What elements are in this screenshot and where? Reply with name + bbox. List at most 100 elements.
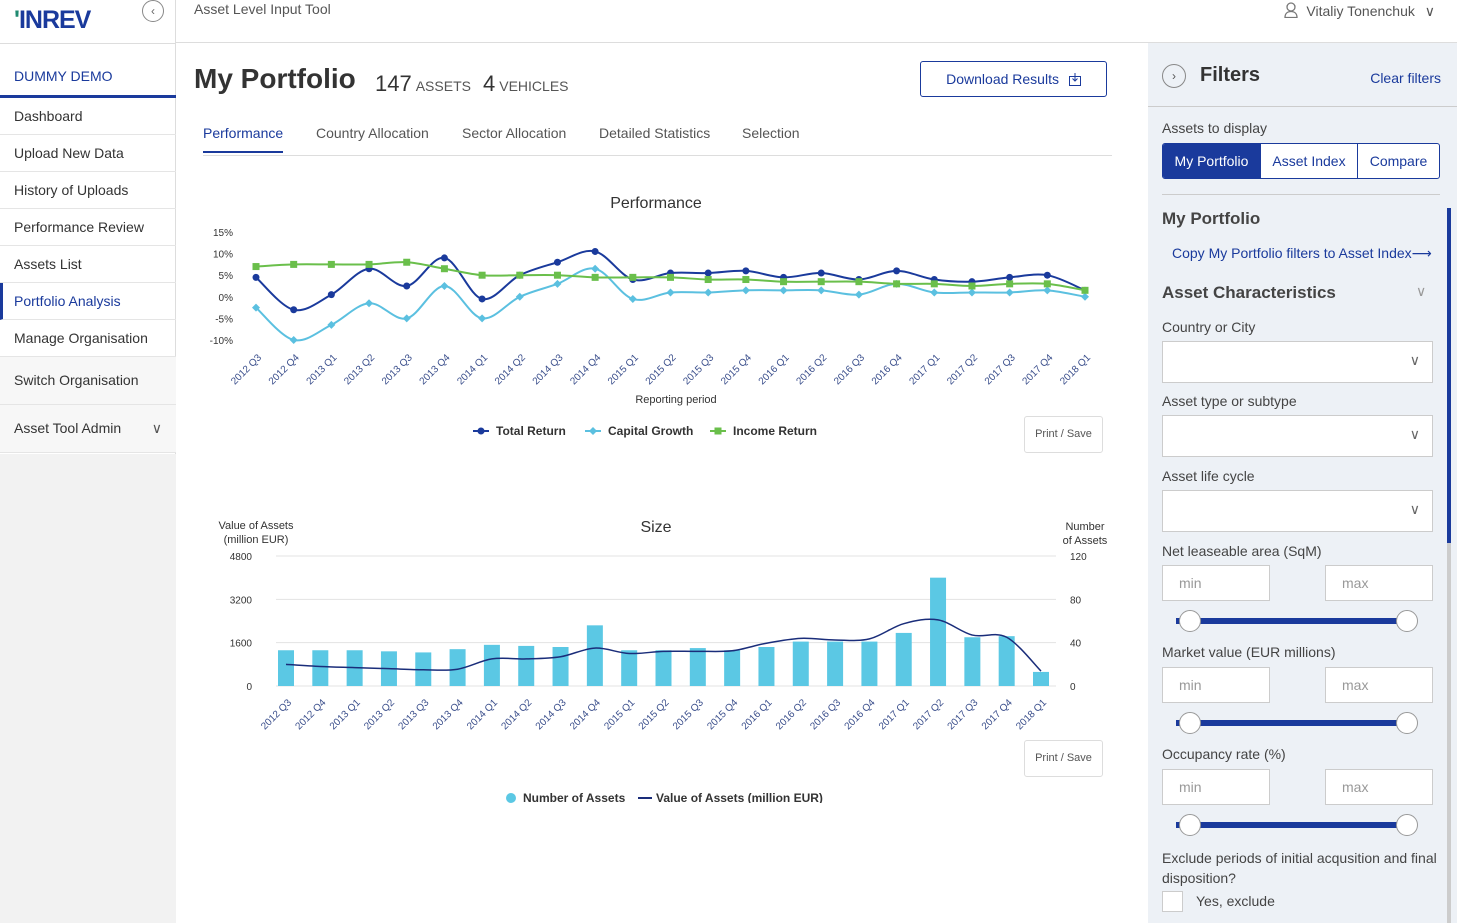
total-return-point: [1006, 273, 1014, 281]
exclude-checkbox-label[interactable]: Yes, exclude: [1196, 893, 1275, 909]
market-value-slider-min-handle[interactable]: [1179, 712, 1201, 734]
country-select[interactable]: ∨: [1162, 341, 1433, 383]
nla-min-input[interactable]: min: [1162, 565, 1270, 601]
chevron-down-icon: ∨: [1409, 352, 1420, 368]
collapse-sidebar-button[interactable]: ‹: [142, 0, 164, 22]
number-of-assets-bar: [621, 650, 638, 686]
income-return-point: [704, 276, 712, 284]
sidebar-item-manage-organisation[interactable]: Manage Organisation: [0, 320, 176, 357]
total-return-point: [817, 269, 825, 277]
total-return-point: [403, 282, 411, 290]
assets-to-display-toggle: My Portfolio Asset Index Compare: [1162, 143, 1440, 179]
size-chart-title: Size: [640, 519, 672, 536]
assets-to-display-label: Assets to display: [1162, 120, 1268, 136]
nla-slider-max-handle[interactable]: [1396, 610, 1418, 632]
x-tick-label: 2013 Q2: [342, 352, 377, 387]
income-return-point: [1081, 286, 1089, 294]
capital-growth-point: [515, 292, 524, 301]
assets-count-value: 147: [375, 71, 412, 96]
x-tick-label: 2016 Q1: [740, 697, 775, 732]
number-of-assets-bar: [758, 647, 775, 686]
tab-sector-allocation[interactable]: Sector Allocation: [462, 125, 567, 141]
filters-title: Filters: [1200, 64, 1261, 86]
sidebar-item-performance-review[interactable]: Performance Review: [0, 209, 176, 246]
main-content: My Portfolio 147 ASSETS 4 VEHICLES Downloa…: [176, 43, 1148, 923]
number-of-assets-bar: [552, 647, 569, 686]
tab-selection[interactable]: Selection: [742, 125, 800, 141]
market-value-max-input[interactable]: max: [1325, 667, 1433, 703]
assets-count: 147 ASSETS: [375, 71, 471, 97]
sidebar-item-portfolio-analysis[interactable]: Portfolio Analysis: [0, 283, 176, 320]
asset-characteristics-title[interactable]: Asset Characteristics: [1162, 283, 1336, 302]
user-menu[interactable]: Vitaliy Tonenchuk ∨: [1284, 2, 1435, 20]
sidebar-item-switch-organisation[interactable]: Switch Organisation: [0, 357, 176, 405]
x-tick-label: 2016 Q4: [843, 697, 878, 732]
number-of-assets-bar: [964, 637, 981, 686]
occupancy-label: Occupancy rate (%): [1162, 746, 1286, 762]
income-return-point: [780, 278, 788, 286]
asset-tool-admin-label: Asset Tool Admin: [14, 420, 122, 436]
income-return-point: [1043, 280, 1051, 288]
tab-country-allocation[interactable]: Country Allocation: [316, 125, 429, 141]
nla-slider-min-handle[interactable]: [1179, 610, 1201, 632]
left-axis-title: Value of Assets: [218, 520, 294, 532]
occupancy-max-input[interactable]: max: [1325, 769, 1433, 805]
filters-header: › Filters Clear filters: [1148, 43, 1457, 107]
performance-print-save-button[interactable]: Print / Save: [1024, 416, 1103, 453]
download-results-button[interactable]: Download Results: [920, 61, 1107, 97]
capital-growth-point: [553, 279, 562, 288]
occupancy-slider-max-handle[interactable]: [1396, 814, 1418, 836]
number-of-assets-bar: [518, 645, 535, 686]
nla-slider-track[interactable]: [1176, 618, 1406, 624]
x-tick-label: 2013 Q1: [305, 352, 340, 387]
market-value-min-input[interactable]: min: [1162, 667, 1270, 703]
assets-option-my-portfolio[interactable]: My Portfolio: [1163, 144, 1261, 178]
number-of-assets-bar: [586, 625, 603, 686]
total-return-point: [440, 254, 448, 262]
capital-growth-point: [854, 290, 863, 299]
occupancy-slider-min-handle[interactable]: [1179, 814, 1201, 836]
market-value-slider-track[interactable]: [1176, 720, 1406, 726]
nla-max-input[interactable]: max: [1325, 565, 1433, 601]
sidebar-item-upload-new-data[interactable]: Upload New Data: [0, 135, 176, 172]
capital-growth-point: [1081, 292, 1089, 301]
assets-option-asset-index[interactable]: Asset Index: [1261, 144, 1358, 178]
exclude-checkbox[interactable]: [1162, 891, 1183, 912]
sidebar-item-dummy-demo[interactable]: DUMMY DEMO: [0, 56, 176, 98]
market-value-slider-max-handle[interactable]: [1396, 712, 1418, 734]
x-tick-label: 2012 Q3: [259, 697, 294, 732]
x-tick-label: 2015 Q4: [705, 697, 740, 732]
occupancy-min-input[interactable]: min: [1162, 769, 1270, 805]
copy-filters-link[interactable]: Copy My Portfolio filters to Asset Index…: [1172, 245, 1432, 261]
sidebar-item-asset-tool-admin[interactable]: Asset Tool Admin ∨: [0, 405, 176, 453]
number-of-assets-bar: [724, 650, 741, 686]
capital-growth-point: [402, 314, 411, 323]
chevron-down-icon[interactable]: ∨: [1416, 283, 1427, 299]
asset-type-select[interactable]: ∨: [1162, 415, 1433, 457]
sidebar-item-dashboard[interactable]: Dashboard: [0, 98, 176, 135]
tab-performance[interactable]: Performance: [203, 125, 284, 153]
capital-growth-point: [365, 299, 374, 308]
legend-marker: [589, 427, 597, 435]
sidebar-item-assets-list[interactable]: Assets List: [0, 246, 176, 283]
filters-scrollbar-thumb[interactable]: [1447, 208, 1451, 543]
left-y-tick-label: 3200: [230, 595, 253, 606]
filters-scrollbar-track[interactable]: [1447, 543, 1451, 923]
x-tick-label: 2016 Q1: [757, 352, 792, 387]
number-of-assets-bar: [278, 650, 294, 686]
assets-option-compare[interactable]: Compare: [1369, 153, 1428, 169]
x-tick-label: 2013 Q2: [362, 697, 397, 732]
x-tick-label: 2014 Q1: [455, 352, 490, 387]
asset-lifecycle-select[interactable]: ∨: [1162, 490, 1433, 532]
size-print-save-button[interactable]: Print / Save: [1024, 740, 1103, 777]
inrev-logo[interactable]: 'INREV: [14, 6, 91, 34]
sidebar-item-history-of-uploads[interactable]: History of Uploads: [0, 172, 176, 209]
collapse-filters-button[interactable]: ›: [1162, 64, 1186, 88]
clear-filters-link[interactable]: Clear filters: [1370, 70, 1441, 86]
x-tick-label: 2014 Q4: [568, 352, 603, 387]
x-tick-label: 2013 Q1: [328, 697, 363, 732]
tab-detailed-statistics[interactable]: Detailed Statistics: [599, 125, 711, 141]
total-return-point: [290, 306, 298, 314]
capital-growth-point: [930, 288, 939, 297]
occupancy-slider-track[interactable]: [1176, 822, 1406, 828]
